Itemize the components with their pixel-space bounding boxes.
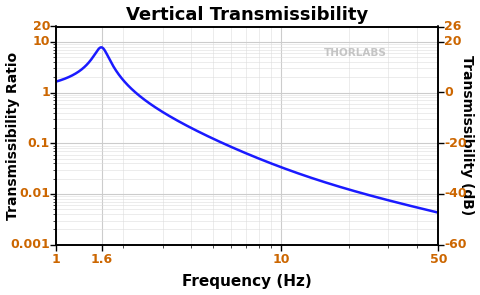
Text: -60: -60 [444, 238, 467, 251]
Text: -20: -20 [444, 137, 467, 150]
Text: 0: 0 [444, 86, 453, 99]
Text: 1: 1 [41, 86, 50, 99]
Text: 10: 10 [272, 253, 289, 266]
Text: 20: 20 [444, 35, 461, 48]
Y-axis label: Transmissibility (dB): Transmissibility (dB) [460, 55, 474, 216]
Y-axis label: Transmissibility Ratio: Transmissibility Ratio [6, 52, 20, 220]
Text: 20: 20 [33, 20, 50, 33]
Text: 0.1: 0.1 [28, 137, 50, 150]
Title: Vertical Transmissibility: Vertical Transmissibility [126, 6, 368, 24]
Text: 10: 10 [33, 35, 50, 48]
Text: 0.001: 0.001 [11, 238, 50, 251]
X-axis label: Frequency (Hz): Frequency (Hz) [182, 274, 312, 289]
Text: 26: 26 [444, 20, 461, 33]
Text: 1.6: 1.6 [91, 253, 113, 266]
Text: THORLABS: THORLABS [324, 48, 386, 58]
Text: 50: 50 [430, 253, 447, 266]
Text: -40: -40 [444, 188, 467, 201]
Text: 0.01: 0.01 [19, 188, 50, 201]
Text: 1: 1 [51, 253, 60, 266]
